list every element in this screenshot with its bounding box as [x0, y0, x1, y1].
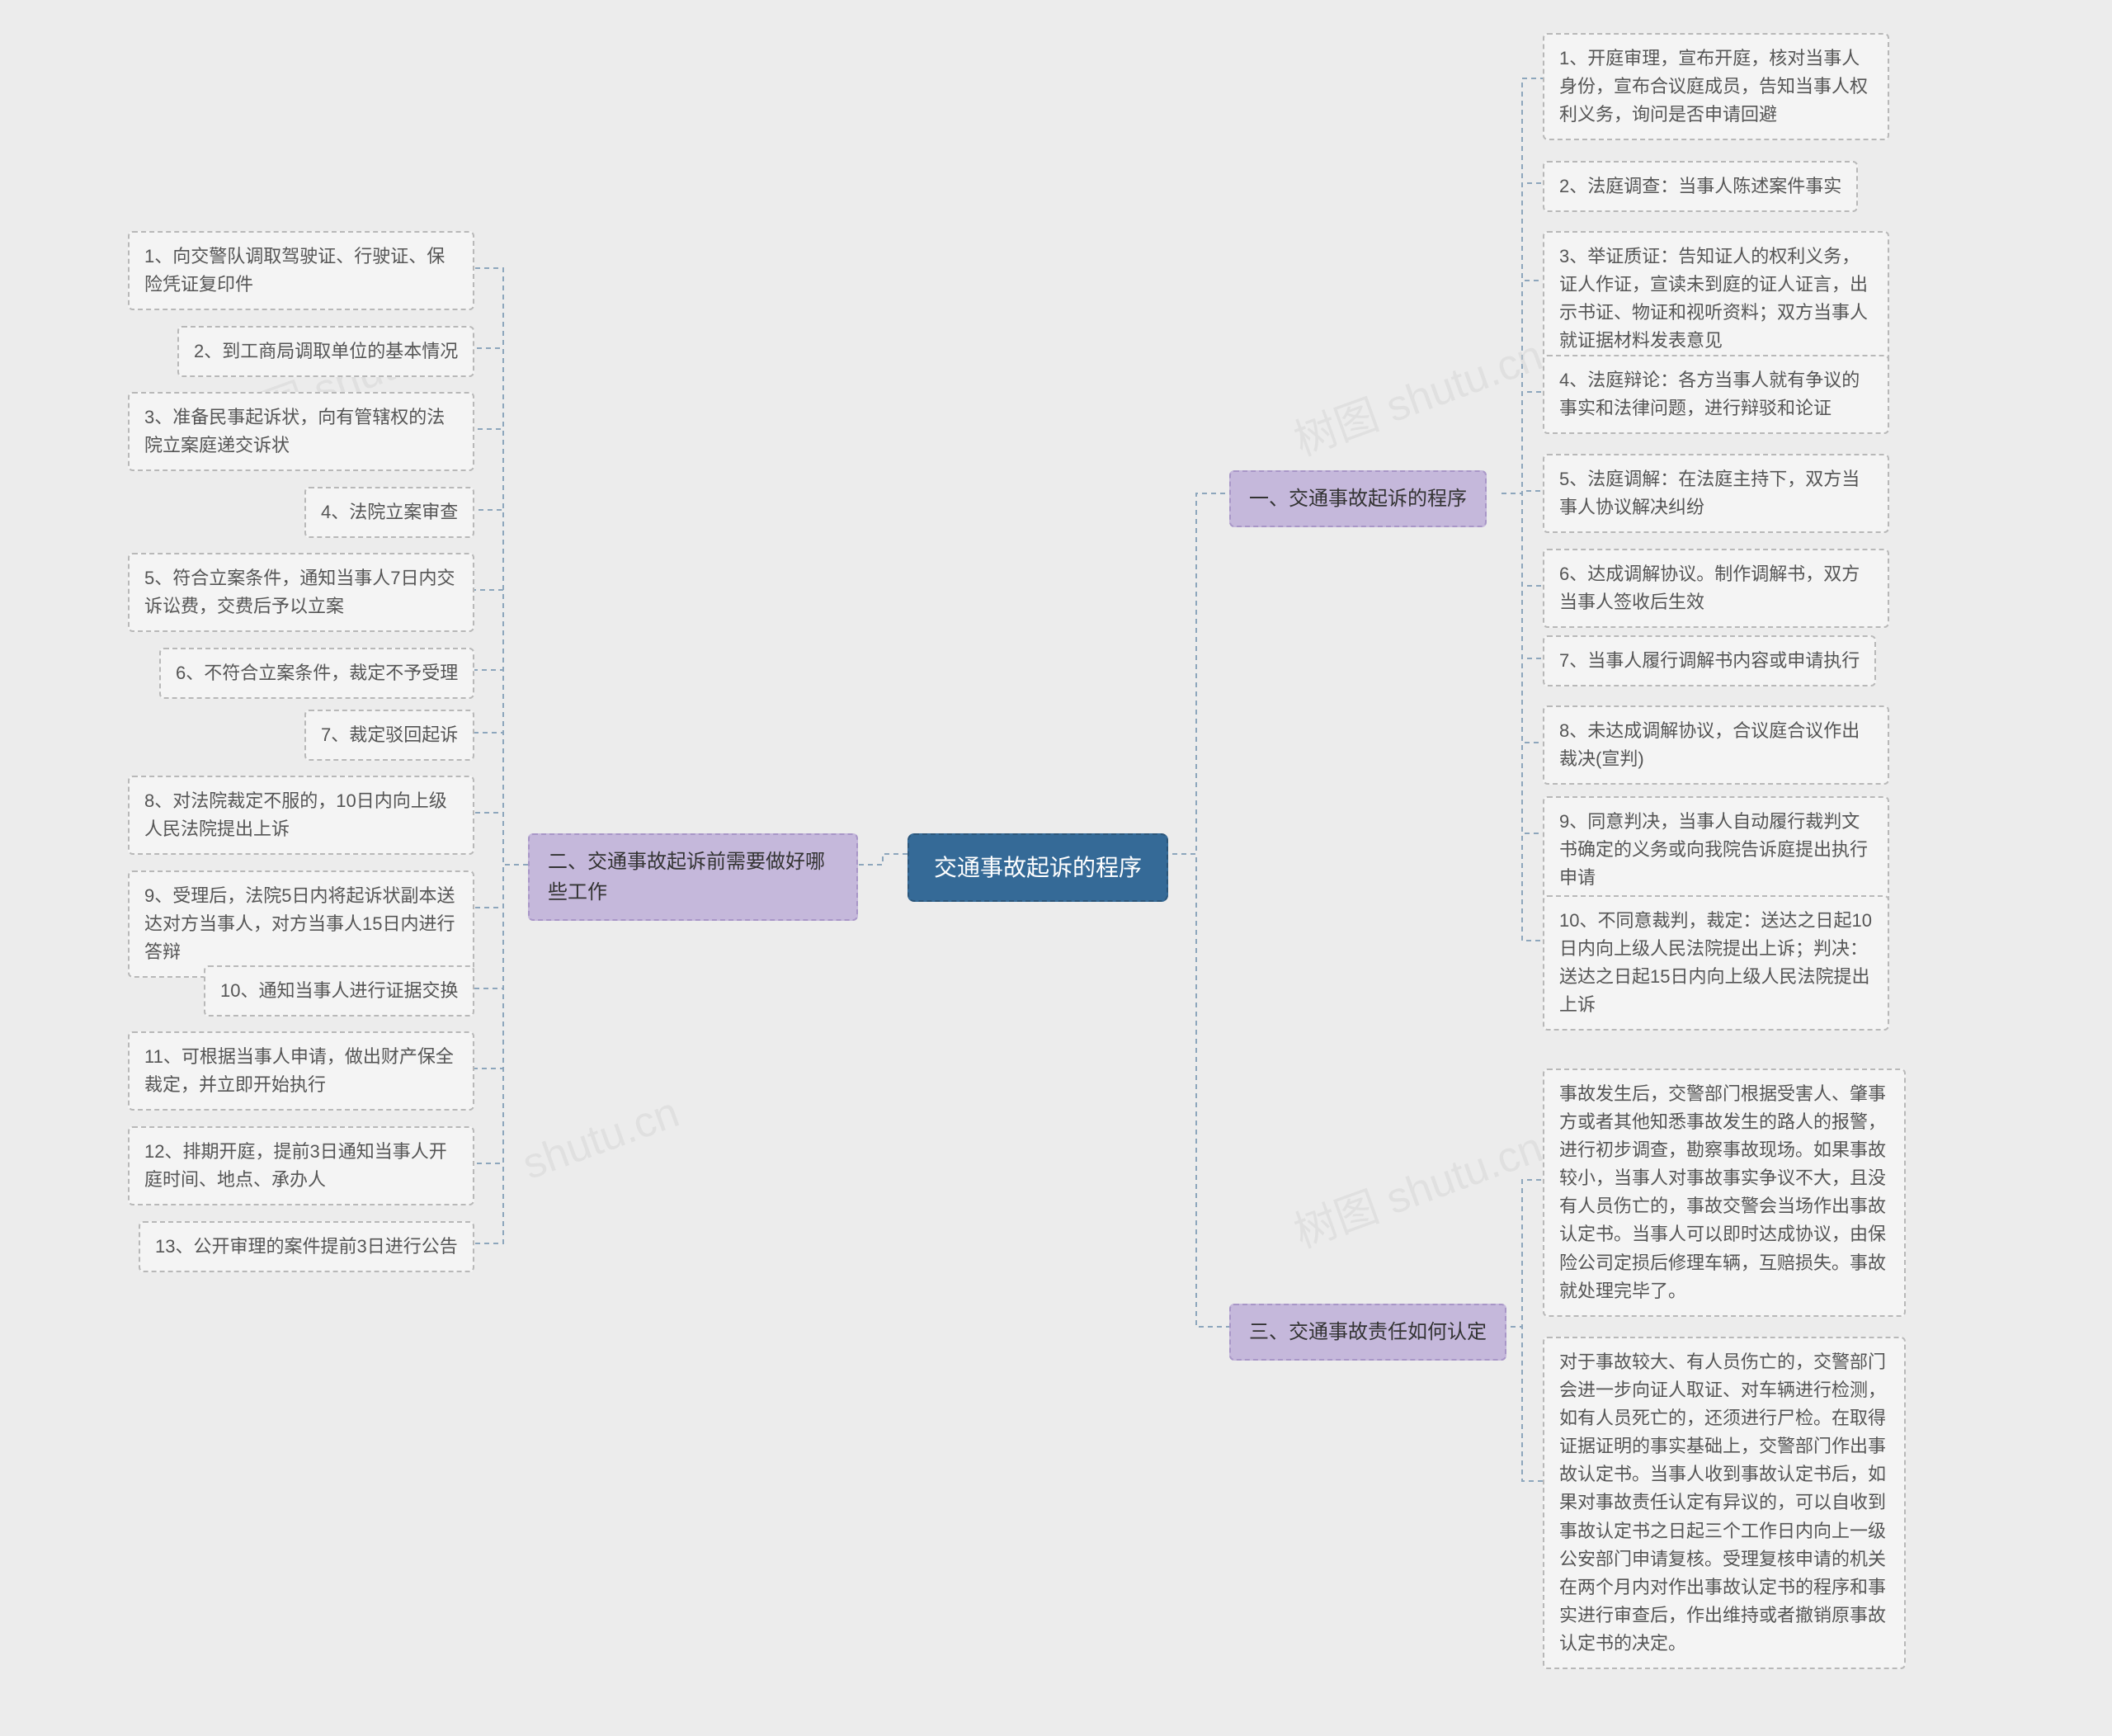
mindmap-canvas: 树图 shutu.cn shutu.cn 树图 shutu.cn 树图 shut…	[0, 0, 2112, 1736]
b1-leaf: 4、法庭辩论：各方当事人就有争议的事实和法律问题，进行辩驳和论证	[1543, 355, 1889, 434]
b2-leaf: 11、可根据当事人申请，做出财产保全裁定，并立即开始执行	[128, 1031, 474, 1111]
b1-leaf: 3、举证质证：告知证人的权利义务，证人作证，宣读未到庭的证人证言，出示书证、物证…	[1543, 231, 1889, 366]
branch-2: 二、交通事故起诉前需要做好哪些工作	[528, 833, 858, 921]
branch-1: 一、交通事故起诉的程序	[1229, 470, 1487, 527]
watermark: 树图 shutu.cn	[1285, 320, 1550, 467]
b2-leaf: 9、受理后，法院5日内将起诉状副本送达对方当事人，对方当事人15日内进行答辩	[128, 870, 474, 978]
b2-leaf: 1、向交警队调取驾驶证、行驶证、保险凭证复印件	[128, 231, 474, 310]
b1-leaf: 5、法庭调解：在法庭主持下，双方当事人协议解决纠纷	[1543, 454, 1889, 533]
b2-leaf: 7、裁定驳回起诉	[304, 710, 474, 761]
b2-leaf: 3、准备民事起诉状，向有管辖权的法院立案庭递交诉状	[128, 392, 474, 471]
watermark: shutu.cn	[516, 1087, 686, 1190]
b1-leaf: 1、开庭审理，宣布开庭，核对当事人身份，宣布合议庭成员，告知当事人权利义务，询问…	[1543, 33, 1889, 140]
b2-leaf: 12、排期开庭，提前3日通知当事人开庭时间、地点、承办人	[128, 1126, 474, 1205]
b2-leaf: 6、不符合立案条件，裁定不予受理	[159, 648, 474, 699]
b2-leaf: 8、对法院裁定不服的，10日内向上级人民法院提出上诉	[128, 776, 474, 855]
b1-leaf: 6、达成调解协议。制作调解书，双方当事人签收后生效	[1543, 549, 1889, 628]
branch-3: 三、交通事故责任如何认定	[1229, 1304, 1506, 1361]
b1-leaf: 7、当事人履行调解书内容或申请执行	[1543, 635, 1876, 686]
b1-leaf: 2、法庭调查：当事人陈述案件事实	[1543, 161, 1858, 212]
b2-leaf: 5、符合立案条件，通知当事人7日内交诉讼费，交费后予以立案	[128, 553, 474, 632]
b2-leaf: 2、到工商局调取单位的基本情况	[177, 326, 474, 377]
root-node: 交通事故起诉的程序	[908, 833, 1168, 902]
b1-leaf: 10、不同意裁判，裁定：送达之日起10日内向上级人民法院提出上诉；判决：送达之日…	[1543, 895, 1889, 1031]
b3-leaf: 事故发生后，交警部门根据受害人、肇事方或者其他知悉事故发生的路人的报警，进行初步…	[1543, 1068, 1906, 1317]
b3-leaf: 对于事故较大、有人员伤亡的，交警部门会进一步向证人取证、对车辆进行检测，如有人员…	[1543, 1337, 1906, 1669]
b2-leaf: 4、法院立案审查	[304, 487, 474, 538]
b2-leaf: 13、公开审理的案件提前3日进行公告	[139, 1221, 474, 1272]
b1-leaf: 8、未达成调解协议，合议庭合议作出裁决(宣判)	[1543, 705, 1889, 785]
watermark: 树图 shutu.cn	[1285, 1112, 1550, 1259]
b2-leaf: 10、通知当事人进行证据交换	[204, 965, 474, 1017]
b1-leaf: 9、同意判决，当事人自动履行裁判文书确定的义务或向我院告诉庭提出执行申请	[1543, 796, 1889, 903]
